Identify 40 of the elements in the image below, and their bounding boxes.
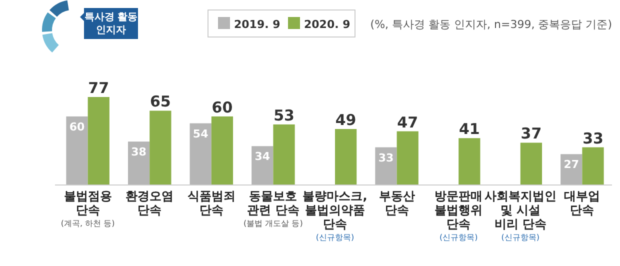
bar <box>252 146 274 185</box>
data-label: 77 <box>88 79 110 97</box>
bar <box>396 131 418 185</box>
x-tick-label: 식품범죄 단속 <box>187 189 236 217</box>
bar <box>211 116 234 185</box>
legend-label: 2019. 9 <box>234 18 280 31</box>
data-label: 47 <box>397 113 418 132</box>
bar <box>458 138 480 185</box>
x-tick-label: 방문판매 불법행위 단속 (신규항목) <box>434 189 483 242</box>
data-label: 60 <box>212 98 233 116</box>
bar <box>582 147 604 185</box>
x-tick-label: 사회복지법인 및 시설 비리 단속 (신규항목) <box>484 189 556 242</box>
data-label: 49 <box>335 111 356 129</box>
legend-label: 2020. 9 <box>304 18 350 31</box>
text: (%, 특사경 활동 인지자, n=399, 중복응답 기준) <box>370 18 612 31</box>
data-label: 37 <box>520 124 542 143</box>
data-label: 53 <box>274 106 294 124</box>
x-tick-label: 동물보호 관련 단속 (불법 개도살 등) <box>244 189 303 228</box>
data-label: 65 <box>150 92 171 111</box>
data-label: 27 <box>564 158 580 172</box>
data-label: 33 <box>378 151 394 164</box>
data-label: 34 <box>254 150 270 164</box>
x-tick-label: 불법점용 단속 (계곡, 하천 등) <box>60 189 115 228</box>
x-tick-label: 불량마스크, 불법의약품 단속 (신규항목) <box>302 189 368 242</box>
data-label: 54 <box>192 127 209 140</box>
x-tick-label: 부동산 단속 <box>378 189 415 217</box>
bar <box>190 123 212 185</box>
x-tick-label: 대부업 단속 <box>564 189 600 217</box>
data-label: 38 <box>131 146 146 159</box>
data-label: 33 <box>582 129 604 148</box>
bar <box>66 116 88 185</box>
bar <box>150 110 172 185</box>
data-label: 41 <box>458 120 480 138</box>
data-label: 60 <box>69 120 85 134</box>
bar <box>335 129 357 185</box>
bar <box>375 147 397 185</box>
bar <box>520 142 542 185</box>
x-tick-label: 환경오염 단속 <box>126 189 174 217</box>
bar <box>273 124 295 185</box>
bar <box>88 97 110 185</box>
